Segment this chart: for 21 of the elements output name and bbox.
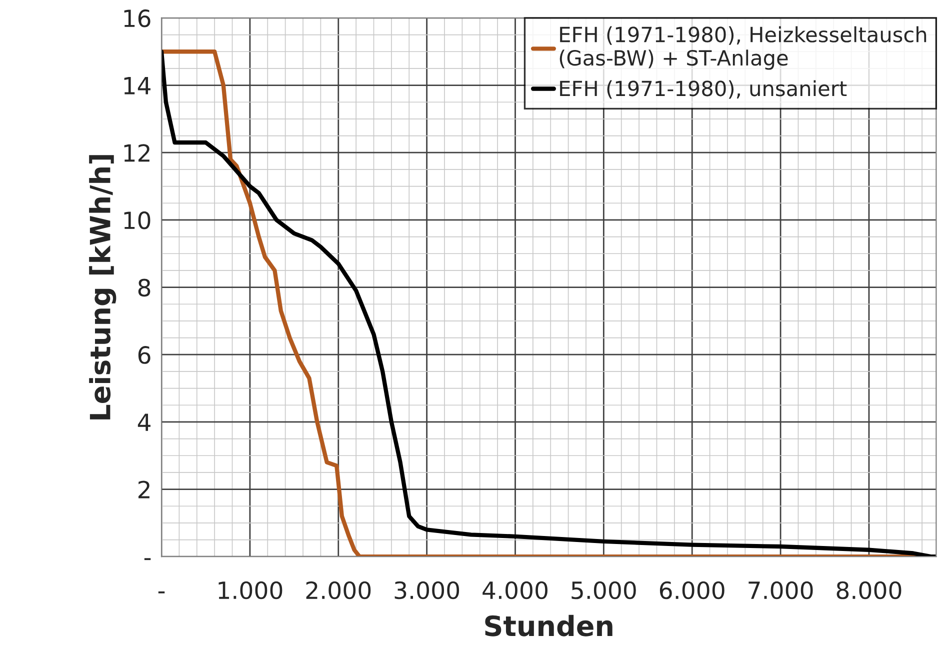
x-tick-label: 1.000	[218, 581, 282, 600]
y-tick-label: 2	[138, 480, 150, 498]
x-axis-title: Stunden	[485, 614, 612, 636]
y-tick-label: 14	[124, 77, 150, 94]
legend-label: EFH (1971-1980), Heizkesseltausch (Gas-BW) + ST-Anlage	[560, 26, 926, 70]
x-tick-label: 5.000	[572, 581, 636, 600]
y-axis-title: Leistung [kWh/h]	[89, 155, 116, 420]
y-tick-label: 6	[138, 346, 150, 364]
x-tick-label: 7.000	[748, 581, 813, 600]
y-tick-label: 4	[138, 414, 150, 431]
y-tick-label: -	[144, 558, 151, 560]
y-tick-label: 16	[124, 9, 150, 28]
x-tick-label: 8.000	[836, 581, 902, 600]
x-tick-label: 4.000	[482, 581, 548, 600]
x-tick-label: 3.000	[394, 581, 460, 600]
x-tick-label: 6.000	[660, 581, 724, 600]
y-tick-label: 10	[124, 211, 150, 230]
y-tick-label: 8	[138, 278, 150, 297]
legend-label: EFH (1971-1980), unsaniert	[560, 80, 847, 99]
y-tick-label: 12	[124, 144, 150, 162]
x-tick-label: 2.000	[306, 581, 371, 600]
